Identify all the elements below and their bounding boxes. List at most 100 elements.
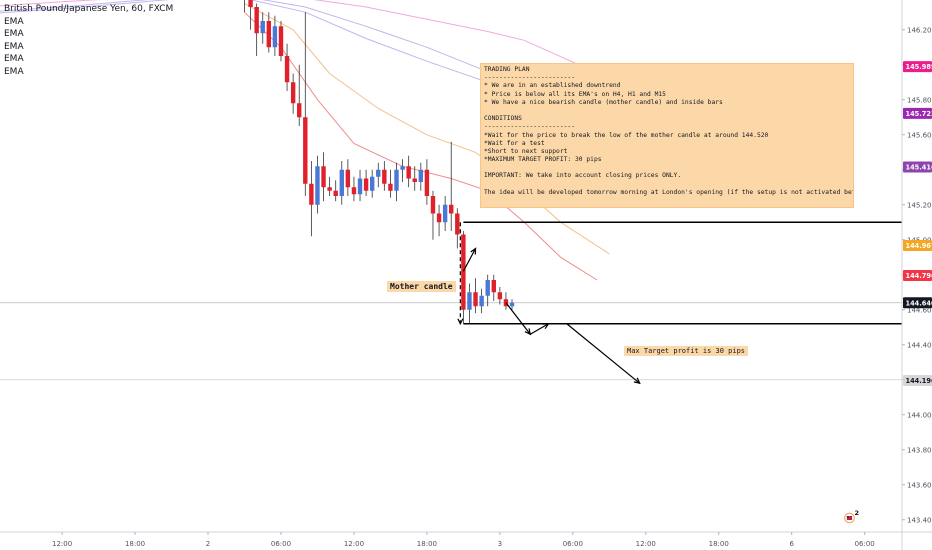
ema-indicator-label[interactable]: EMA xyxy=(4,66,24,77)
plan-line: * Price is below all its EMA's on H4, H1… xyxy=(484,90,666,98)
time-axis-label[interactable]: 3 xyxy=(498,540,502,548)
price-axis-label[interactable]: 143.800 xyxy=(907,446,932,454)
price-axis-marker[interactable]: 144.196 xyxy=(903,374,932,386)
candle-body[interactable] xyxy=(345,169,351,188)
candle-body[interactable] xyxy=(321,166,326,188)
candle-body[interactable] xyxy=(388,183,393,191)
candle-body[interactable] xyxy=(394,169,399,191)
candle-body[interactable] xyxy=(418,169,424,182)
ema-indicator-label[interactable]: EMA xyxy=(4,54,24,64)
trend-arrow-line[interactable] xyxy=(566,323,641,384)
candle-body[interactable] xyxy=(315,166,320,205)
candle-body[interactable] xyxy=(509,302,515,307)
ema-indicator-label[interactable]: EMA xyxy=(4,16,24,27)
price-axis-label[interactable]: 146.200 xyxy=(907,26,932,34)
candle-body[interactable] xyxy=(254,7,259,34)
price-axis-marker-label: 145.416 xyxy=(906,163,932,171)
time-axis-label[interactable]: 06:00 xyxy=(271,540,291,548)
plan-line: The idea will be developed tomorrow morn… xyxy=(484,188,854,196)
candle-body[interactable] xyxy=(339,169,344,196)
price-axis-label[interactable]: 144.400 xyxy=(907,341,932,349)
candle-body[interactable] xyxy=(363,178,369,191)
time-axis-label[interactable]: 12:00 xyxy=(636,540,656,548)
price-axis-marker[interactable]: 145.989 xyxy=(903,61,932,73)
candle-body[interactable] xyxy=(400,166,405,170)
candle-body[interactable] xyxy=(351,187,357,195)
plan-line: *Wait for a test xyxy=(484,139,545,147)
trend-arrow-head xyxy=(633,377,641,385)
candle-body[interactable] xyxy=(333,190,338,196)
time-axis-label[interactable]: 12:00 xyxy=(344,540,364,548)
candle-body[interactable] xyxy=(327,187,332,191)
price-axis-label[interactable]: 143.600 xyxy=(907,481,932,489)
plot-area[interactable]: 23222 xyxy=(0,0,932,524)
price-axis-marker-bg xyxy=(903,374,932,386)
ema-indicator-label[interactable]: EMA xyxy=(4,29,24,39)
candle-body[interactable] xyxy=(491,280,496,293)
time-axis-label[interactable]: 12:00 xyxy=(52,540,72,548)
candle-body[interactable] xyxy=(449,204,454,214)
trading-plan-note[interactable]: TRADING PLAN ------------------------ * … xyxy=(480,63,854,208)
ema-indicator-label[interactable]: EMA xyxy=(4,41,24,52)
mother-candle-note[interactable]: Mother candle xyxy=(387,281,456,292)
price-axis-marker[interactable]: 144.796 xyxy=(903,269,932,281)
trend-arrow-line[interactable] xyxy=(505,302,531,335)
event-badge[interactable]: 2 xyxy=(844,509,859,524)
candle-body[interactable] xyxy=(497,292,503,300)
candle-body[interactable] xyxy=(357,178,363,195)
candle-body[interactable] xyxy=(369,176,375,191)
candle-body[interactable] xyxy=(479,295,484,307)
candle-body[interactable] xyxy=(485,280,490,296)
candle-body[interactable] xyxy=(406,166,411,179)
candle-body[interactable] xyxy=(412,178,417,183)
candle-body[interactable] xyxy=(436,213,442,223)
price-axis-marker[interactable]: 145.722 xyxy=(903,107,932,119)
time-axis-label[interactable]: 06:00 xyxy=(855,540,875,548)
candle-body[interactable] xyxy=(309,183,314,205)
candle-body[interactable] xyxy=(382,169,387,184)
time-axis-label[interactable]: 18:00 xyxy=(125,540,145,548)
price-axis-label[interactable]: 145.200 xyxy=(907,201,932,209)
plan-line xyxy=(484,181,850,189)
price-axis-marker[interactable]: 144.640 xyxy=(903,297,932,309)
candle-body[interactable] xyxy=(376,169,381,177)
time-axis-label[interactable]: 2 xyxy=(206,540,210,548)
price-axis-label[interactable]: 144.600 xyxy=(907,306,932,314)
max-target-note[interactable]: Max Target profit is 30 pips xyxy=(624,346,749,356)
price-axis-marker[interactable]: 145.416 xyxy=(903,161,932,173)
candle-body[interactable] xyxy=(430,196,436,214)
candle-body[interactable] xyxy=(278,26,284,56)
trend-arrow-line[interactable] xyxy=(462,248,477,272)
candle-body[interactable] xyxy=(248,0,253,8)
candle-body[interactable] xyxy=(455,213,460,235)
price-axis-label[interactable]: 145.600 xyxy=(907,131,932,139)
candle-body[interactable] xyxy=(473,292,478,307)
candle-body[interactable] xyxy=(303,117,308,184)
candle-body[interactable] xyxy=(266,21,272,48)
candle-body[interactable] xyxy=(424,169,430,196)
price-axis-label[interactable]: 143.400 xyxy=(907,516,932,524)
time-axis-label[interactable]: 06:00 xyxy=(563,540,583,548)
price-axis-label[interactable]: 144.000 xyxy=(907,411,932,419)
plan-line: *Wait for the price to break the low of … xyxy=(484,131,769,139)
chart-legend: British Pound/Japanese Yen, 60, FXCM EMA… xyxy=(4,3,173,78)
candle-body[interactable] xyxy=(461,234,466,310)
price-axis-marker-bg xyxy=(903,161,932,173)
candle-body[interactable] xyxy=(284,56,290,83)
candle-body[interactable] xyxy=(297,103,302,118)
trend-arrow-line[interactable] xyxy=(529,323,549,335)
candle-body[interactable] xyxy=(442,204,448,223)
time-axis-label[interactable]: 18:00 xyxy=(417,540,437,548)
candle-body[interactable] xyxy=(272,26,278,48)
candle-body[interactable] xyxy=(290,82,296,104)
time-axis-label[interactable]: 18:00 xyxy=(709,540,729,548)
symbol-title[interactable]: British Pound/Japanese Yen, 60, FXCM xyxy=(4,4,174,14)
candle-body[interactable] xyxy=(260,21,265,34)
time-axis-label[interactable]: 6 xyxy=(789,540,794,548)
price-axis-marker[interactable]: 144.967 xyxy=(903,240,932,252)
plan-line: *MAXIMUM TARGET PROFIT: 30 pips xyxy=(484,156,602,164)
candle-body[interactable] xyxy=(467,292,472,310)
price-axis-label[interactable]: 145.800 xyxy=(907,96,932,104)
